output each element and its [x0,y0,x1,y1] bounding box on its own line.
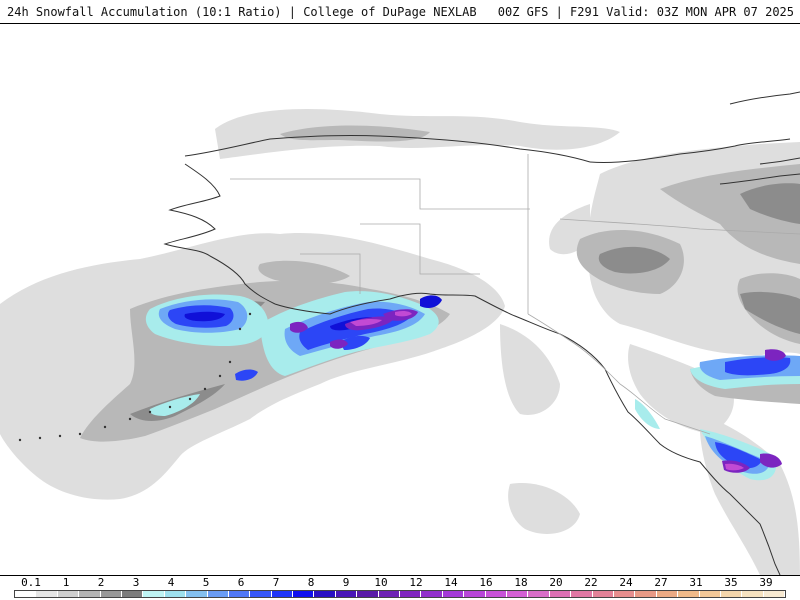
legend-label: 3 [132,576,140,589]
legend-swatch [464,591,486,597]
legend-labels: 0.1 1 2 3 4 5 6 7 8 9 10 12 14 16 18 20 22 24 27 31 35 39 [0,576,800,589]
aleutian-islands [18,312,252,442]
legend-label: 22 [584,576,598,589]
legend-swatch [271,591,294,597]
legend-label: 35 [724,576,738,589]
legend-label: 24 [619,576,633,589]
legend-swatch [656,591,679,597]
legend-label: 16 [479,576,493,589]
legend-label: 18 [514,576,528,589]
legend-swatch [79,591,101,597]
legend-label: 20 [549,576,563,589]
legend-swatch [335,591,358,597]
legend-swatch [314,591,336,597]
legend-swatch [699,591,721,597]
legend-label: 14 [444,576,458,589]
snowfall-legend: 0.1 1 2 3 4 5 6 7 8 9 10 12 14 16 18 20 22 24 27 31 35 39 [0,575,800,600]
legend-swatch [421,591,443,597]
legend-label: 27 [654,576,668,589]
map-canvas [0,91,800,575]
legend-swatch [357,591,379,597]
legend-swatch [57,591,80,597]
legend-swatch [400,591,422,597]
legend-label: 39 [759,576,773,589]
coastlines [163,91,800,575]
legend-swatch [742,591,764,597]
legend-label: 1 [62,576,70,589]
snowfall-map [0,24,800,575]
legend-label: 0.1 [21,576,41,589]
legend-swatch [143,591,165,597]
legend-swatch [763,591,786,597]
legend-swatch [571,591,593,597]
legend-label: 10 [374,576,388,589]
legend-swatch [720,591,743,597]
legend-swatch [613,591,636,597]
legend-swatch [506,591,529,597]
legend-label: 31 [689,576,703,589]
legend-label: 12 [409,576,423,589]
legend-swatch [528,591,550,597]
legend-swatch [164,591,187,597]
political-borders [230,154,800,435]
legend-swatch [442,591,465,597]
legend-swatch [207,591,229,597]
legend-swatch [549,591,572,597]
legend-swatch [186,591,208,597]
legend-swatch [678,591,700,597]
legend-label: 5 [202,576,210,589]
legend-label: 9 [342,576,350,589]
legend-swatch [250,591,272,597]
legend-swatch [635,591,657,597]
legend-swatch [485,591,507,597]
legend-swatch [293,591,315,597]
legend-label: 6 [237,576,245,589]
legend-label: 8 [307,576,315,589]
legend-swatch [121,591,144,597]
legend-swatch [592,591,614,597]
header-bar: 24h Snowfall Accumulation (10:1 Ratio) |… [0,0,800,24]
legend-label: 2 [97,576,105,589]
legend-swatch [228,591,251,597]
model-valid-time: 00Z GFS | F291 Valid: 03Z MON APR 07 202… [497,5,794,19]
snowfall-magenta [350,310,744,471]
legend-swatch [15,591,37,597]
legend-swatch [36,591,58,597]
legend-color-bar [14,590,786,598]
legend-label: 4 [167,576,175,589]
product-title: 24h Snowfall Accumulation (10:1 Ratio) |… [7,5,477,19]
legend-swatch [378,591,401,597]
legend-label: 7 [272,576,280,589]
legend-swatch [100,591,122,597]
